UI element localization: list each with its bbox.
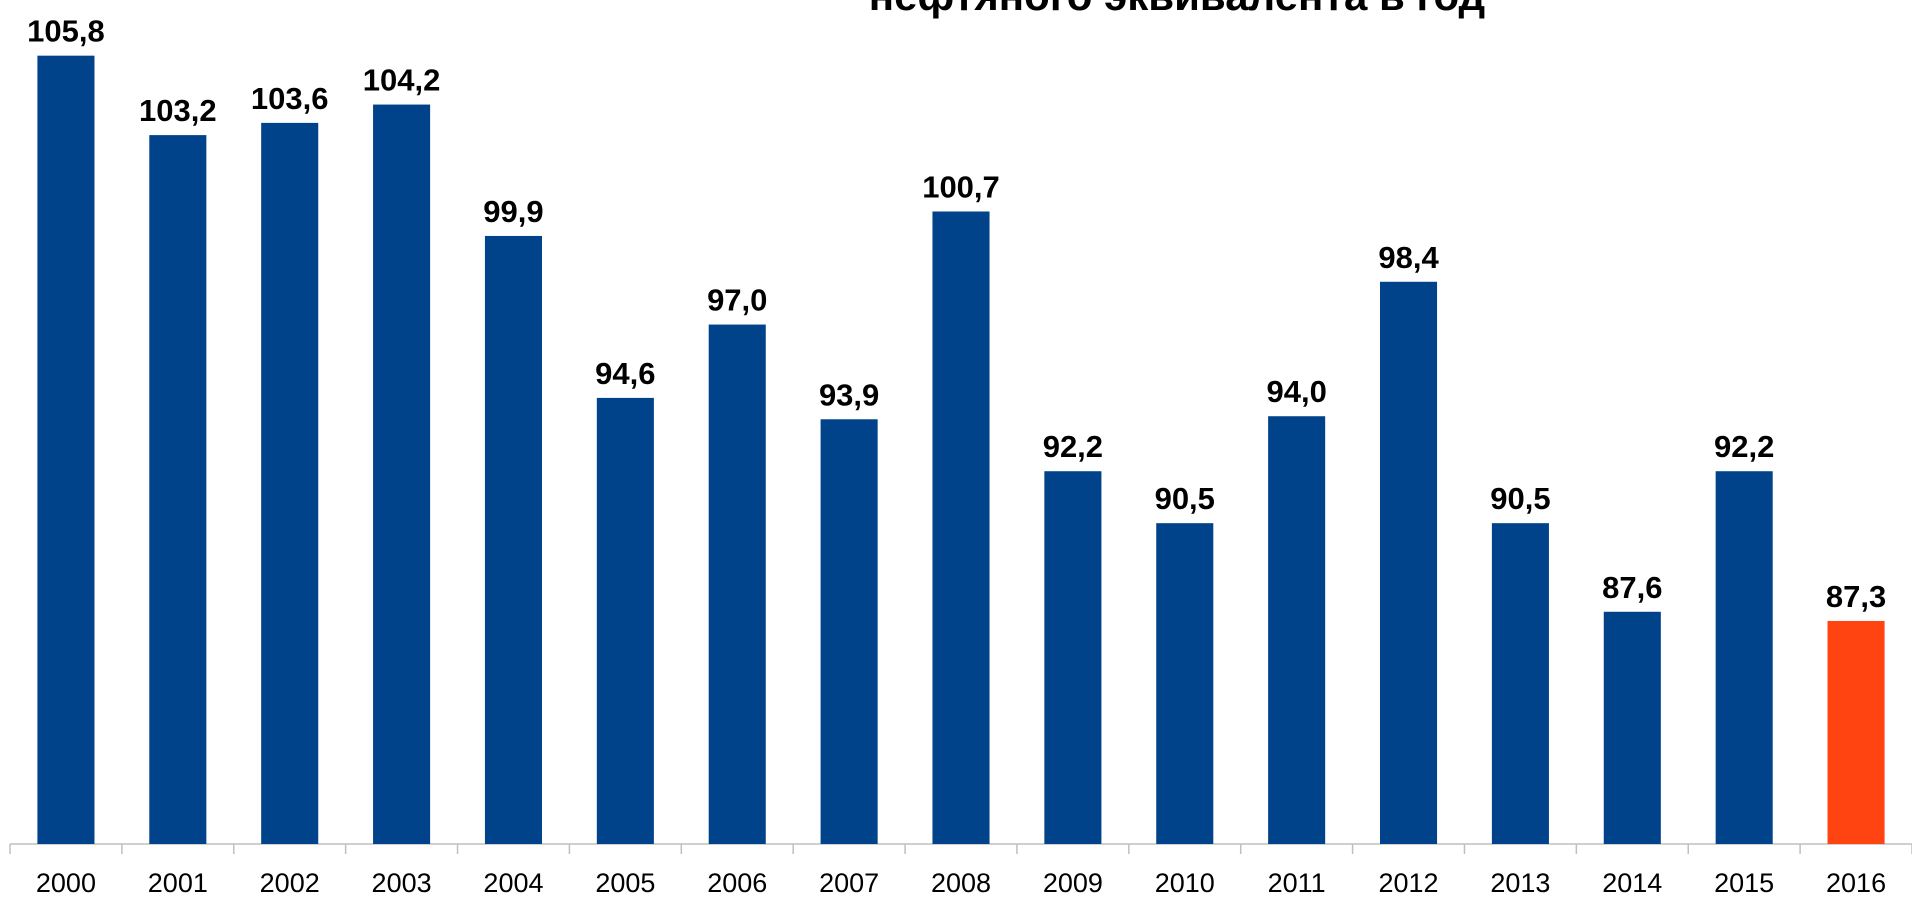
value-label: 92,2 (1714, 429, 1774, 464)
bar (708, 324, 766, 844)
bar (149, 135, 207, 845)
chart-title: нефтяного эквивалента в год (869, 0, 1485, 19)
x-tick-label: 2005 (595, 868, 655, 898)
x-tick-label: 2006 (707, 868, 767, 898)
bar (1044, 471, 1102, 844)
bar (373, 104, 431, 845)
x-tick-label: 2016 (1826, 868, 1886, 898)
bar (1268, 416, 1326, 844)
x-tick-label: 2002 (260, 868, 320, 898)
value-label: 94,0 (1266, 374, 1326, 409)
value-label: 99,9 (483, 194, 543, 229)
x-tick-label: 2001 (148, 868, 208, 898)
value-label: 104,2 (363, 63, 441, 98)
x-tick-label: 2015 (1714, 868, 1774, 898)
value-label: 105,8 (27, 14, 105, 49)
value-label: 90,5 (1490, 481, 1550, 516)
x-tick-label: 2008 (931, 868, 991, 898)
value-label: 94,6 (595, 356, 655, 391)
bar (820, 419, 878, 844)
x-tick-label: 2012 (1378, 868, 1438, 898)
value-label: 93,9 (819, 377, 879, 412)
bar (1379, 281, 1438, 844)
bar (1827, 620, 1885, 844)
value-label: 103,6 (251, 81, 329, 116)
bar (932, 211, 990, 844)
x-tick-label: 2003 (372, 868, 432, 898)
value-label: 92,2 (1043, 429, 1103, 464)
value-label: 100,7 (922, 170, 1000, 205)
bar (596, 397, 654, 844)
x-tick-label: 2011 (1268, 868, 1326, 898)
value-label: 90,5 (1155, 481, 1215, 516)
bar (1156, 523, 1214, 844)
x-tick-label: 2009 (1043, 868, 1103, 898)
x-tick-label: 2013 (1490, 868, 1550, 898)
bar (1715, 471, 1773, 844)
bar (1491, 523, 1549, 844)
bar (37, 55, 95, 844)
bar (484, 235, 543, 844)
x-tick-label: 2000 (36, 868, 96, 898)
x-tick-label: 2004 (483, 868, 543, 898)
x-tick-label: 2010 (1155, 868, 1215, 898)
bar (1603, 611, 1661, 844)
value-label: 103,2 (139, 93, 217, 128)
value-label: 87,6 (1602, 570, 1662, 605)
value-label: 98,4 (1378, 240, 1439, 275)
x-tick-label: 2014 (1602, 868, 1662, 898)
bar (261, 122, 319, 844)
value-label: 87,3 (1826, 579, 1886, 614)
value-label: 97,0 (707, 283, 767, 318)
x-tick-label: 2007 (819, 868, 879, 898)
